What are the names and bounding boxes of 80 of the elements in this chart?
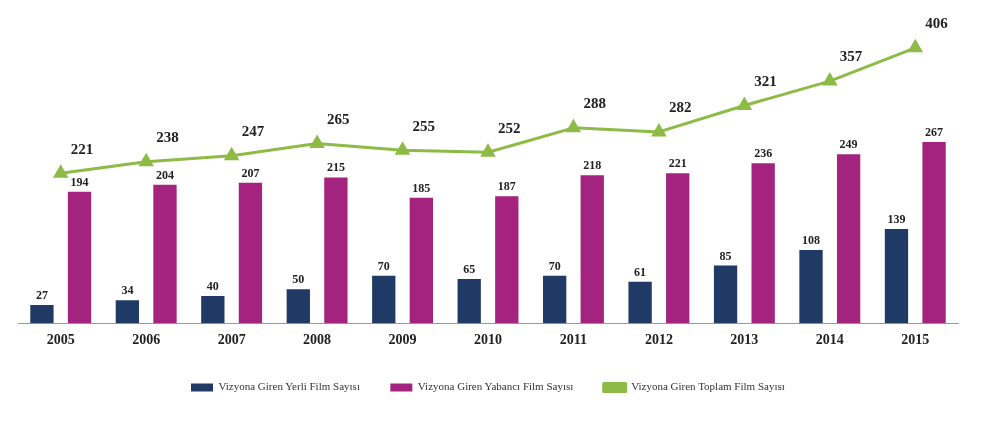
bar (67, 191, 92, 324)
x-tick-label: 2005 (46, 332, 75, 348)
bar (580, 175, 604, 324)
bar (666, 173, 690, 324)
bar (836, 154, 861, 324)
bar (409, 197, 433, 324)
point (823, 73, 837, 86)
x-tick-label: 2012 (644, 332, 673, 348)
data-label: 194 (70, 174, 89, 189)
data-label: 185 (412, 180, 431, 195)
bar (30, 304, 54, 324)
bar (495, 196, 519, 324)
bar (324, 177, 348, 324)
legend-label: Vizyona Giren Yabancı Film Sayısı (417, 380, 574, 393)
data-label: 65 (463, 262, 476, 277)
bar (751, 163, 775, 324)
point (139, 154, 153, 167)
data-label: 108 (802, 233, 821, 248)
legend-label: Vizyona Giren Toplam Film Sayısı (631, 380, 785, 393)
legend-label: Vizyona Giren Yerli Film Sayısı (218, 380, 360, 393)
point (908, 40, 922, 53)
x-tick-label: 2014 (815, 332, 844, 348)
x-tick-label: 2011 (559, 332, 588, 348)
bar (457, 279, 481, 324)
bar (884, 228, 909, 324)
x-tick-label: 2013 (730, 332, 759, 348)
bar (372, 275, 396, 324)
bar (115, 300, 140, 324)
x-tick-label: 2009 (388, 332, 417, 348)
x-tick-label: 2015 (901, 332, 930, 348)
point (224, 148, 239, 161)
bar (799, 249, 823, 324)
data-label: 247 (241, 123, 265, 140)
x-tick-label: 2010 (474, 332, 502, 348)
bar (543, 275, 567, 324)
bar (713, 265, 738, 324)
point (310, 135, 324, 148)
data-label: 70 (377, 258, 390, 273)
data-label: 252 (498, 119, 521, 136)
data-label: 187 (497, 179, 516, 194)
x-tick-label: 2008 (303, 332, 332, 348)
data-label: 357 (839, 48, 863, 65)
data-label: 70 (548, 258, 561, 273)
data-label: 40 (206, 279, 219, 294)
data-label: 27 (35, 287, 48, 302)
data-label: 218 (583, 158, 602, 173)
data-label: 265 (327, 110, 350, 127)
bar (238, 182, 263, 324)
data-label: 215 (326, 160, 345, 175)
data-label: 249 (839, 137, 858, 152)
point (54, 165, 68, 178)
point (481, 144, 495, 157)
data-label: 406 (925, 15, 949, 32)
data-label: 61 (634, 264, 647, 279)
data-label: 34 (121, 283, 134, 298)
data-label: 236 (754, 146, 773, 161)
bar (286, 289, 310, 324)
x-tick-label: 2006 (132, 332, 161, 348)
bar (922, 142, 946, 324)
data-label: 204 (155, 167, 174, 182)
data-label: 238 (156, 129, 179, 146)
data-label: 139 (887, 212, 906, 227)
x-tick-label: 2007 (217, 332, 246, 348)
point (566, 120, 581, 133)
bar (153, 184, 177, 324)
data-label: 221 (668, 156, 687, 171)
data-label: 282 (668, 99, 692, 116)
data-label: 288 (583, 95, 606, 112)
data-label: 50 (292, 272, 305, 287)
bar (628, 281, 652, 324)
point (395, 142, 410, 155)
data-label: 255 (412, 117, 436, 134)
data-label: 321 (754, 72, 777, 89)
bar (201, 296, 225, 324)
data-label: 221 (70, 140, 94, 157)
data-label: 85 (719, 248, 732, 263)
point (652, 124, 666, 137)
point (737, 97, 752, 110)
data-label: 207 (241, 165, 260, 180)
data-label: 267 (925, 125, 944, 140)
